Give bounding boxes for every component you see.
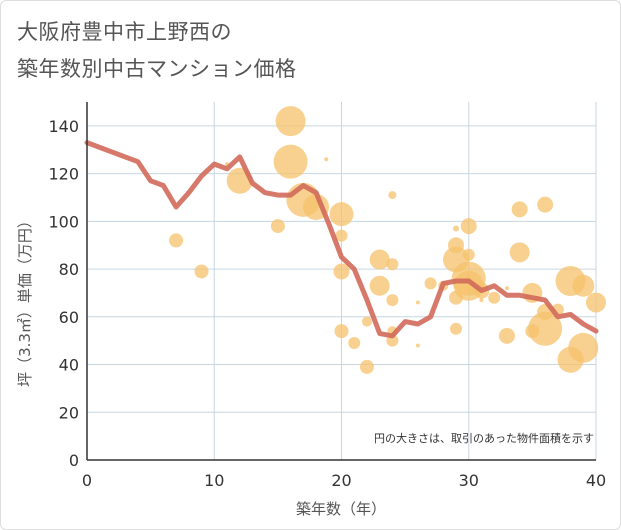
x-tick-label: 20 xyxy=(331,471,351,490)
bubble-point xyxy=(335,229,348,242)
bubble-point xyxy=(537,196,554,213)
bubble-point xyxy=(460,218,477,235)
bubble-point xyxy=(504,286,509,291)
bubble-point xyxy=(361,316,372,327)
bubble-point xyxy=(388,191,397,200)
bubble-point xyxy=(270,219,285,234)
bubble-point xyxy=(415,300,420,305)
bubble-point xyxy=(568,332,599,363)
bubble-point xyxy=(348,337,361,350)
bubble-point xyxy=(509,242,530,263)
bubble-point xyxy=(511,201,528,218)
y-tick-label: 80 xyxy=(59,260,79,279)
bubble-point xyxy=(169,233,184,248)
y-axis-label: 坪（3.3㎡）単価（万円） xyxy=(16,213,34,387)
bubble-point xyxy=(488,291,501,304)
bubble-point xyxy=(329,202,354,227)
bubble-size-note: 円の大きさは、取引のあった物件面積を示す xyxy=(374,431,594,445)
bubble-point xyxy=(194,264,209,279)
bubble-point xyxy=(386,294,399,307)
bubble-point xyxy=(498,327,515,344)
x-axis-label: 築年数（年） xyxy=(296,500,386,518)
x-tick-label: 40 xyxy=(586,471,606,490)
series-line xyxy=(84,140,599,339)
bubble-point xyxy=(359,359,374,374)
y-tick-label: 120 xyxy=(48,165,79,184)
bubble-point xyxy=(453,225,460,232)
bubble-point xyxy=(275,106,306,137)
bubble-point xyxy=(333,263,350,280)
bubble-point xyxy=(572,274,595,297)
chart-title-line1: 大阪府豊中市上野西の xyxy=(17,20,232,44)
x-tick-label: 30 xyxy=(459,471,479,490)
y-tick-label: 140 xyxy=(48,117,79,136)
tick-labels: 0 20 40 60 80 100 120 140 0 10 20 30 40 xyxy=(48,117,606,490)
bubble-point xyxy=(424,277,437,290)
x-tick-label: 10 xyxy=(204,471,224,490)
bubble-point xyxy=(479,298,484,303)
bubble-point xyxy=(386,258,399,271)
bubble-point xyxy=(369,249,390,270)
bubble-point xyxy=(334,324,349,339)
bubble-point xyxy=(369,275,390,296)
bubble-point xyxy=(586,292,606,313)
y-tick-label: 100 xyxy=(48,212,79,231)
bubble-point xyxy=(462,248,475,261)
bubble-point xyxy=(273,144,308,179)
y-tick-label: 0 xyxy=(69,451,79,470)
bubble-point xyxy=(528,311,563,346)
y-tick-label: 20 xyxy=(59,403,79,422)
x-tick-label: 0 xyxy=(82,471,92,490)
bubbles-layer xyxy=(169,106,606,374)
bubble-point xyxy=(415,343,420,348)
bubble-point xyxy=(450,322,463,335)
y-tick-label: 40 xyxy=(59,356,79,375)
trend-line-layer xyxy=(84,140,599,339)
grid-lines xyxy=(86,102,597,461)
axes xyxy=(86,102,596,461)
chart-title-line2: 築年数別中古マンション価格 xyxy=(17,57,297,81)
y-tick-label: 60 xyxy=(59,308,79,327)
bubble-point xyxy=(324,157,329,162)
